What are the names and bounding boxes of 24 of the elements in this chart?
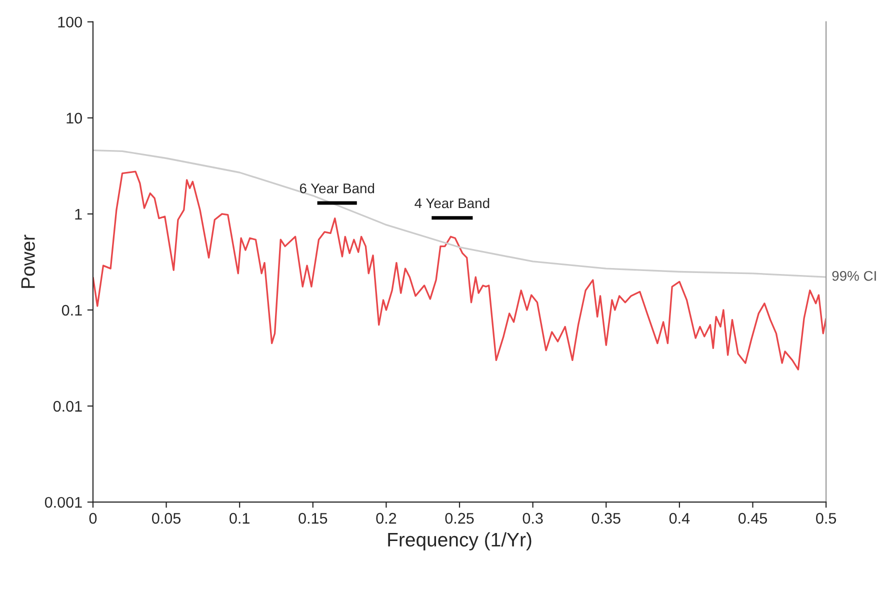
x-tick-label: 0.05	[152, 512, 181, 524]
y-tick-label: 0.1	[62, 304, 82, 316]
x-tick-label: 0.3	[522, 512, 543, 524]
x-tick-label: 0.2	[376, 512, 396, 524]
x-tick-label: 0.1	[230, 512, 250, 524]
y-tick-label: 0.01	[53, 400, 82, 412]
annotation: 99% CI	[832, 270, 876, 281]
x-tick-label: 0.35	[592, 512, 620, 524]
x-tick-label: 0	[89, 512, 97, 524]
annotation: 4 Year Band	[414, 198, 490, 208]
y-tick-label: 100	[58, 16, 82, 28]
x-axis-title: Frequency (1/Yr)	[388, 532, 532, 550]
y-axis-title: Power	[21, 234, 35, 288]
x-tick-label: 0.45	[738, 512, 767, 524]
x-tick-label: 0.4	[669, 512, 690, 524]
y-tick-label: 0.001	[44, 496, 82, 508]
line-series	[92, 170, 826, 370]
y-tick-label: 10	[66, 112, 82, 124]
annotation: 6 Year Band	[300, 183, 374, 194]
line-series	[92, 149, 826, 278]
x-tick-label: 0.25	[445, 512, 474, 524]
y-tick-label: 1	[75, 208, 82, 220]
x-tick-label: 0.15	[298, 512, 328, 524]
x-tick-label: 0.5	[816, 512, 836, 524]
